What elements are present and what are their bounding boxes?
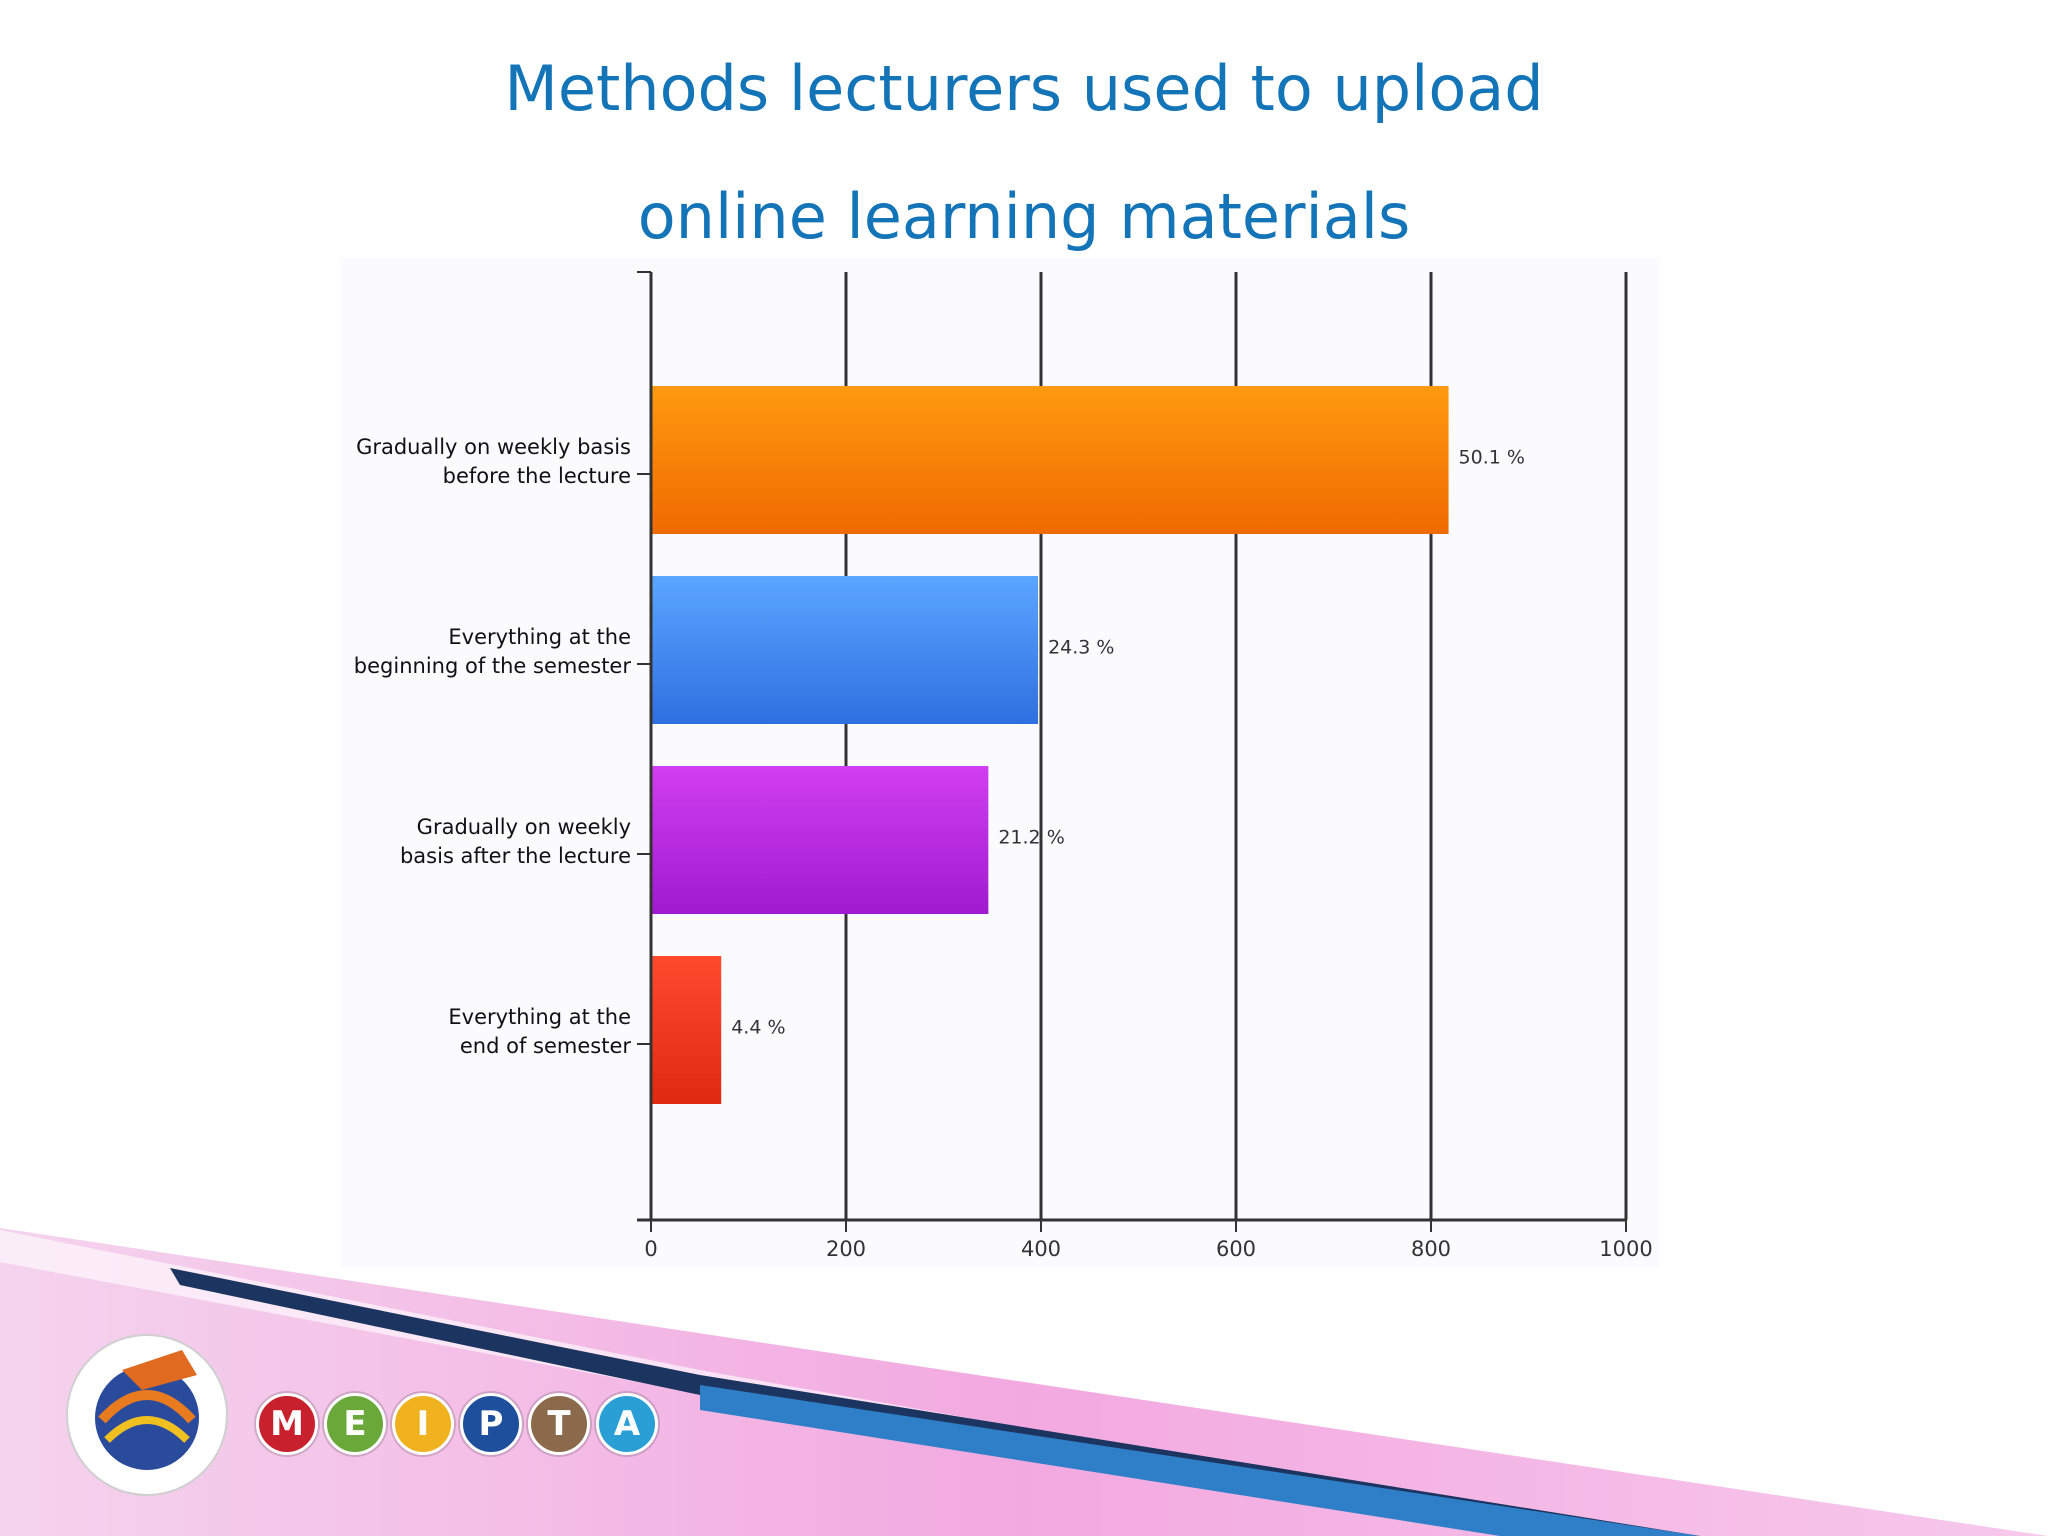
x-tick-label-0: 0 bbox=[644, 1237, 657, 1261]
category-label-2-line-1: Everything at the bbox=[448, 625, 631, 649]
x-tick-label-400: 400 bbox=[1021, 1237, 1061, 1261]
ministry-crest-logo bbox=[66, 1334, 228, 1496]
category-label-3-line-2: basis after the lecture bbox=[400, 844, 631, 868]
logo-letter-m: M bbox=[256, 1393, 318, 1455]
slide-title-line-2: online learning materials bbox=[637, 180, 1411, 253]
x-tick-label-800: 800 bbox=[1411, 1237, 1451, 1261]
slide-title-line-1: Methods lecturers used to upload bbox=[504, 52, 1544, 125]
bar-3 bbox=[651, 766, 989, 914]
bar-1 bbox=[651, 386, 1449, 534]
category-label-4-line-2: end of semester bbox=[460, 1034, 631, 1058]
logo-letter-p: P bbox=[460, 1393, 522, 1455]
data-label-1: 50.1 % bbox=[1459, 447, 1525, 469]
category-label-3-line-1: Gradually on weekly bbox=[417, 815, 631, 839]
bar-4 bbox=[651, 956, 722, 1104]
data-label-4: 4.4 % bbox=[731, 1017, 785, 1039]
logo-letter-i: I bbox=[392, 1393, 454, 1455]
logo-letter-e: E bbox=[324, 1393, 386, 1455]
logo-letter-a: A bbox=[596, 1393, 658, 1455]
category-label-2-line-2: beginning of the semester bbox=[354, 654, 632, 678]
category-label-1-line-2: before the lecture bbox=[443, 464, 631, 488]
data-label-3: 21.2 % bbox=[998, 827, 1064, 849]
x-tick-label-1000: 1000 bbox=[1599, 1237, 1652, 1261]
data-label-2: 24.3 % bbox=[1048, 637, 1114, 659]
category-label-1-line-1: Gradually on weekly basis bbox=[356, 435, 631, 459]
logo-letter-t: T bbox=[528, 1393, 590, 1455]
category-label-4-line-1: Everything at the bbox=[448, 1005, 631, 1029]
x-tick-label-600: 600 bbox=[1216, 1237, 1256, 1261]
bar-2 bbox=[651, 576, 1039, 724]
x-tick-label-200: 200 bbox=[826, 1237, 866, 1261]
